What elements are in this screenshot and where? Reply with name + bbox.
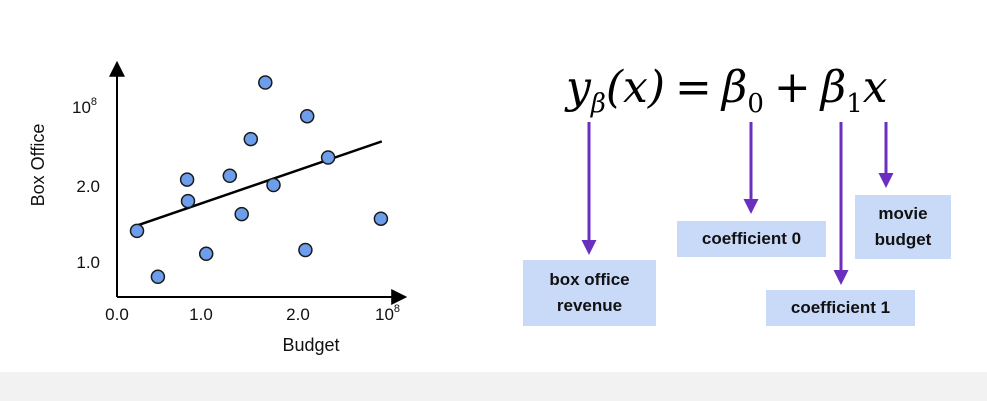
eq-x: x <box>863 62 888 113</box>
movie-budget-label: movie budget <box>855 195 951 259</box>
eq-beta-subscript: β <box>591 89 606 119</box>
x-tick-exp: 8 <box>394 303 400 315</box>
data-point-11 <box>299 244 312 257</box>
coefficient-1-label: coefficient 1 <box>766 290 915 326</box>
regression-equation: yβ(x) = β0 + β1x <box>566 58 906 118</box>
data-point-6 <box>223 169 236 182</box>
data-points <box>131 76 388 283</box>
x-axis-title: Budget <box>282 335 339 355</box>
x-tick-base: 10 <box>375 305 394 324</box>
y-tick-label: 2.0 <box>76 177 100 196</box>
data-point-1 <box>131 224 144 237</box>
data-point-2 <box>151 270 164 283</box>
eq-beta0-subscript: 0 <box>747 89 764 119</box>
data-point-8 <box>244 133 257 146</box>
data-point-13 <box>322 151 335 164</box>
eq-beta1: β <box>821 62 846 113</box>
scatter-plot: 0.0 1.0 2.0 108 1.0 2.0 108 Budget Box O… <box>0 0 460 372</box>
x-tick-label: 1.0 <box>189 305 213 324</box>
y-tick-label: 1.0 <box>76 253 100 272</box>
y-tick-base: 10 <box>72 98 91 117</box>
eq-argument: (x) <box>606 62 665 113</box>
x-tick-label: 2.0 <box>286 305 310 324</box>
box-office-revenue-label: box office revenue <box>523 260 656 326</box>
data-point-14 <box>374 212 387 225</box>
data-point-3 <box>181 173 194 186</box>
eq-beta0: β <box>722 62 747 113</box>
eq-beta1-subscript: 1 <box>846 89 863 119</box>
data-point-4 <box>182 195 195 208</box>
regression-line <box>133 141 382 227</box>
x-tick-label-exponent: 108 <box>375 303 400 324</box>
data-point-9 <box>259 76 272 89</box>
y-axis-title: Box Office <box>28 124 48 207</box>
data-point-7 <box>235 208 248 221</box>
coefficient-0-label: coefficient 0 <box>677 221 826 257</box>
data-point-12 <box>301 110 314 123</box>
x-tick-label: 0.0 <box>105 305 129 324</box>
data-point-10 <box>267 179 280 192</box>
eq-plus: + <box>764 62 821 113</box>
y-tick-label-exponent: 108 <box>72 96 97 117</box>
eq-equals: = <box>665 62 722 113</box>
y-tick-exp: 8 <box>91 96 97 108</box>
data-point-5 <box>200 247 213 260</box>
bottom-bar <box>0 372 987 401</box>
eq-y: y <box>566 62 591 113</box>
